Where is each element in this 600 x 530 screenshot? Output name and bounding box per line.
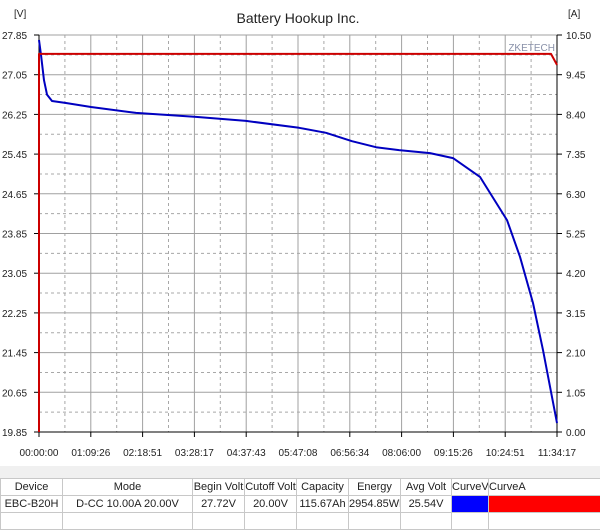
empty-cell (349, 513, 401, 530)
x-tick-label: 10:24:51 (486, 448, 525, 459)
col-capacity[interactable]: Capacity (297, 479, 349, 496)
col-avg-volt[interactable]: Avg Volt (401, 479, 452, 496)
empty-cell (297, 513, 349, 530)
x-tick-label: 02:18:51 (123, 448, 162, 459)
table-toolbar-strip (0, 466, 600, 478)
y-left-tick-label: 23.05 (2, 269, 27, 280)
chart: Battery Hookup Inc. [V] [A] 00:00:00 01:0… (0, 0, 600, 466)
empty-cell (1, 513, 63, 530)
y-right-tick-label: 6.30 (566, 190, 586, 201)
empty-cell (452, 513, 489, 530)
cell-energy: 2954.85Wh (349, 496, 401, 513)
x-tick-label: 05:47:08 (279, 448, 318, 459)
col-cutoff-volt[interactable]: Cutoff Volt (245, 479, 297, 496)
table-row[interactable]: EBC-B20H D-CC 10.00A 20.00V 27.72V 20.00… (1, 496, 600, 513)
y-right-tick-label: 5.25 (566, 230, 586, 241)
cell-curve-v-color[interactable] (452, 496, 489, 513)
x-tick-label: 06:56:34 (330, 448, 369, 459)
y-left-tick-label: 26.25 (2, 110, 27, 121)
table-row-empty (1, 513, 600, 530)
empty-cell (245, 513, 297, 530)
empty-cell (63, 513, 193, 530)
y-right-tick-label: 10.50 (566, 31, 591, 42)
y-right-tick-label: 7.35 (566, 150, 586, 161)
empty-cell (489, 513, 600, 530)
grid (39, 35, 557, 432)
cell-begin-volt: 27.72V (193, 496, 245, 513)
col-mode[interactable]: Mode (63, 479, 193, 496)
x-tick-label: 01:09:26 (71, 448, 110, 459)
y-left-tick-label: 19.85 (2, 428, 27, 439)
col-energy[interactable]: Energy (349, 479, 401, 496)
y-right-tick-label: 2.10 (566, 349, 586, 360)
y-right-tick-label: 1.05 (566, 388, 586, 399)
y-left-tick-label: 27.85 (2, 31, 27, 42)
y-right-tick-label: 8.40 (566, 110, 586, 121)
y-right-tick-label: 9.45 (566, 71, 586, 82)
col-curve-a[interactable]: CurveA (489, 479, 600, 496)
y-right-unit: [A] (568, 9, 580, 20)
cell-device: EBC-B20H (1, 496, 63, 513)
col-curve-v[interactable]: CurveV (452, 479, 489, 496)
cell-cutoff-volt: 20.00V (245, 496, 297, 513)
y-left-unit: [V] (14, 9, 26, 20)
y-left-tick-label: 21.45 (2, 349, 27, 360)
x-tick-label: 04:37:43 (227, 448, 266, 459)
y-left-tick-label: 24.65 (2, 190, 27, 201)
x-tick-label: 08:06:00 (382, 448, 421, 459)
cell-curve-a-color[interactable] (489, 496, 600, 513)
y-right-tick-label: 3.15 (566, 309, 586, 320)
col-device[interactable]: Device (1, 479, 63, 496)
y-left-tick-label: 27.05 (2, 71, 27, 82)
y-left-tick-label: 23.85 (2, 230, 27, 241)
y-left-tick-label: 20.65 (2, 388, 27, 399)
chart-title: Battery Hookup Inc. (237, 10, 360, 26)
col-begin-volt[interactable]: Begin Volt (193, 479, 245, 496)
cell-avg-volt: 25.54V (401, 496, 452, 513)
cell-capacity: 115.67Ah (297, 496, 349, 513)
table-header-row: Device Mode Begin Volt Cutoff Volt Capac… (1, 479, 600, 496)
y-right-tick-label: 4.20 (566, 269, 586, 280)
empty-cell (193, 513, 245, 530)
watermark: ZKETECH (508, 43, 555, 54)
x-tick-label: 11:34:17 (538, 448, 577, 459)
cell-mode: D-CC 10.00A 20.00V (63, 496, 193, 513)
y-right-tick-label: 0.00 (566, 428, 586, 439)
x-tick-label: 00:00:00 (20, 448, 59, 459)
result-table: Device Mode Begin Volt Cutoff Volt Capac… (0, 478, 600, 530)
empty-cell (401, 513, 452, 530)
y-left-tick-label: 22.25 (2, 309, 27, 320)
x-tick-label: 03:28:17 (175, 448, 214, 459)
x-tick-label: 09:15:26 (434, 448, 473, 459)
y-left-tick-label: 25.45 (2, 150, 27, 161)
